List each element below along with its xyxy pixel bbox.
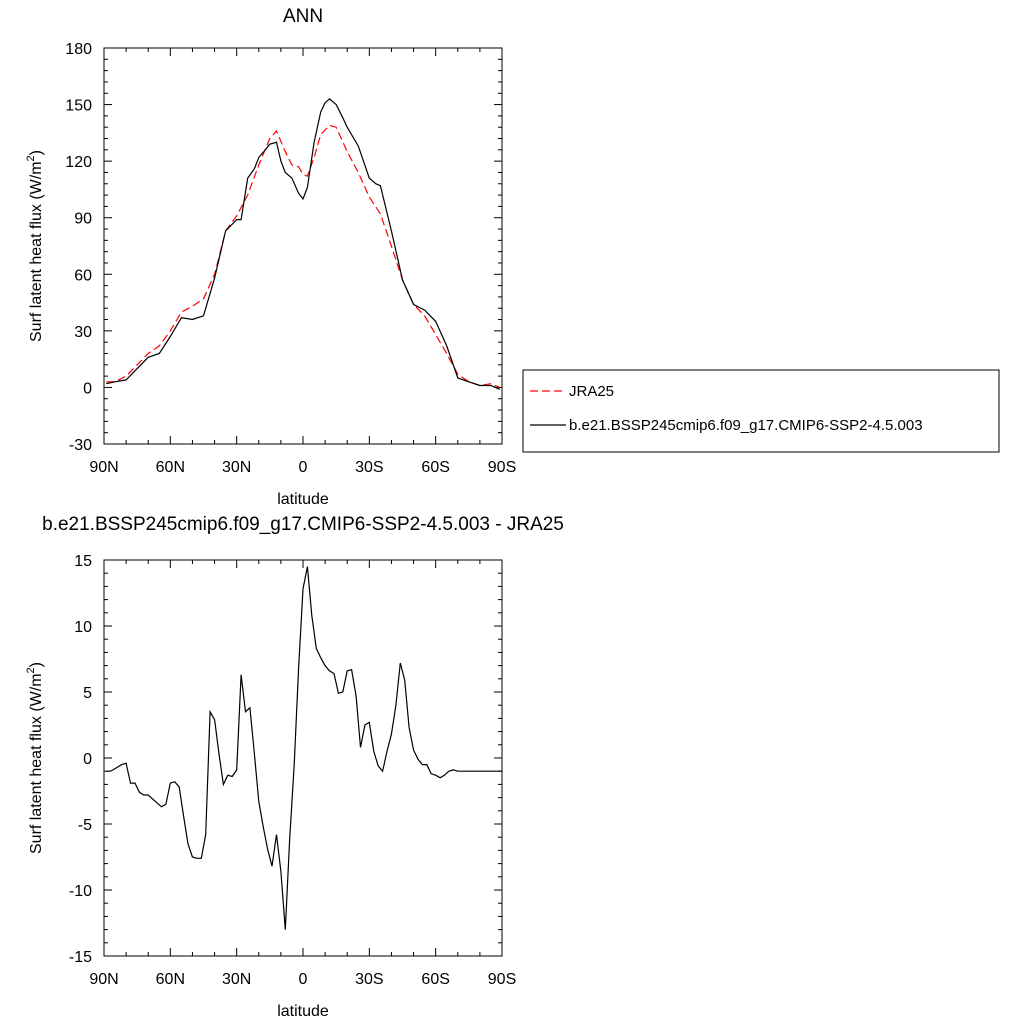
legend-label-jra25: JRA25 [569, 383, 614, 400]
top-x-axis-label: latitude [277, 491, 329, 508]
top-y-tick-labels: -30 0 30 60 90 120 150 180 [65, 41, 92, 454]
bottom-y-tick-label: -10 [69, 883, 92, 900]
top-y-axis-label: Surf latent heat flux (W/m2) [25, 150, 45, 342]
bottom-chart-title: b.e21.BSSP245cmip6.f09_g17.CMIP6-SSP2-4.… [42, 514, 564, 535]
top-y-axis-label-end: ) [28, 150, 45, 155]
bottom-y-tick-label: -15 [69, 949, 92, 966]
bottom-y-axis-label-end: ) [28, 662, 45, 667]
top-axis-ticks [103, 47, 503, 445]
top-x-tick-label: 90N [89, 459, 118, 476]
top-y-tick-label: 120 [65, 154, 92, 171]
top-y-axis-label-text: Surf latent heat flux (W/m [28, 161, 45, 342]
bottom-x-tick-label: 30N [222, 971, 251, 988]
bottom-plot-frame [103, 559, 503, 957]
bottom-x-tick-label: 60S [421, 971, 449, 988]
top-x-tick-labels: 90N 60N 30N 0 30S 60S 90S [89, 459, 516, 476]
top-x-tick-label: 90S [488, 459, 516, 476]
top-series-lines [106, 98, 501, 390]
bottom-series-line-0 [106, 566, 502, 930]
bottom-x-axis-label: latitude [277, 1003, 329, 1020]
bottom-x-tick-label: 0 [299, 971, 308, 988]
top-y-tick-label: 30 [74, 324, 92, 341]
legend-box [522, 369, 1000, 453]
top-y-tick-label: 60 [74, 267, 92, 284]
legend-label-model: b.e21.BSSP245cmip6.f09_g17.CMIP6-SSP2-4.… [569, 417, 923, 434]
bottom-axis-ticks [103, 559, 503, 957]
top-plot-frame [103, 47, 503, 445]
bottom-y-tick-label: 10 [74, 619, 92, 636]
bottom-y-tick-labels: -15 -10 -5 0 5 10 15 [69, 553, 92, 966]
bottom-x-tick-label: 30S [355, 971, 383, 988]
bottom-x-tick-labels: 90N 60N 30N 0 30S 60S 90S [89, 971, 516, 988]
top-x-tick-label: 30S [355, 459, 383, 476]
bottom-y-tick-label: 0 [83, 751, 92, 768]
bottom-x-tick-label: 60N [156, 971, 185, 988]
top-x-tick-label: 30N [222, 459, 251, 476]
top-y-tick-label: 150 [65, 98, 92, 115]
top-y-axis-label-sup: 2 [25, 155, 37, 161]
top-x-tick-label: 60S [421, 459, 449, 476]
bottom-x-tick-label: 90S [488, 971, 516, 988]
top-y-tick-label: -30 [69, 437, 92, 454]
bottom-y-tick-label: 5 [83, 685, 92, 702]
top-x-tick-label: 60N [156, 459, 185, 476]
top-y-tick-label: 90 [74, 211, 92, 228]
bottom-y-tick-label: 15 [74, 553, 92, 570]
top-chart-title: ANN [283, 6, 323, 27]
bottom-panel: b.e21.BSSP245cmip6.f09_g17.CMIP6-SSP2-4.… [25, 514, 564, 1020]
bottom-y-axis-label-sup: 2 [25, 667, 37, 673]
bottom-series-lines [106, 566, 502, 930]
top-x-tick-label: 0 [299, 459, 308, 476]
bottom-y-axis-label-text: Surf latent heat flux (W/m [28, 673, 45, 854]
top-panel: ANN 90N 60N 30N 0 30S 60S 90S -30 0 30 60 90 120 150… [25, 6, 516, 508]
top-y-tick-label: 180 [65, 41, 92, 58]
bottom-x-tick-label: 90N [89, 971, 118, 988]
top-series-line-0 [106, 124, 501, 388]
legend: JRA25 b.e21.BSSP245cmip6.f09_g17.CMIP6-S… [522, 369, 1000, 453]
bottom-y-axis-label: Surf latent heat flux (W/m2) [25, 662, 45, 854]
top-series-line-1 [106, 98, 501, 390]
bottom-y-tick-label: -5 [78, 817, 92, 834]
top-y-tick-label: 0 [83, 380, 92, 397]
